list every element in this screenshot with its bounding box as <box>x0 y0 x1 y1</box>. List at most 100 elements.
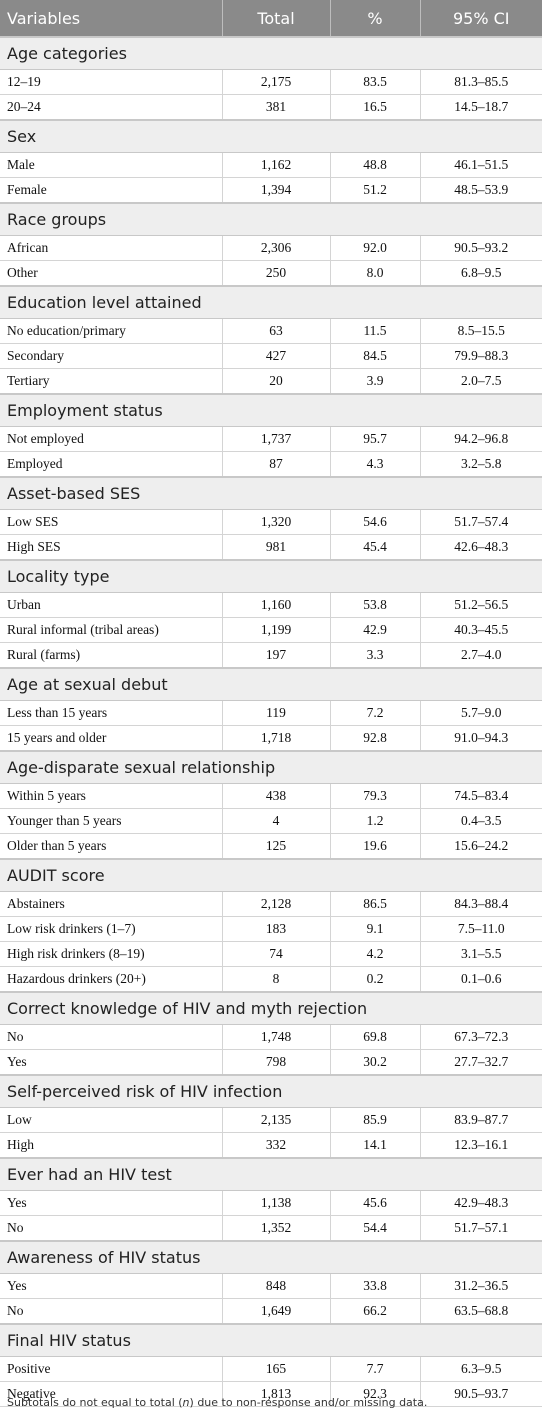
table-row: 15 years and older 1,718 92.8 91.0–94.3 <box>0 725 542 752</box>
cell-ci: 74.5–83.4 <box>420 783 542 809</box>
cell-total: 87 <box>222 451 331 478</box>
cell-variable: Low risk drinkers (1–7) <box>0 916 223 942</box>
cell-ci: 42.6–48.3 <box>420 534 542 561</box>
cell-percent: 4.3 <box>330 451 421 478</box>
cell-total: 20 <box>222 368 331 395</box>
group-title: Asset-based SES <box>0 476 542 510</box>
table-row: Less than 15 years 119 7.2 5.7–9.0 <box>0 700 542 726</box>
cell-variable: Negative <box>0 1381 223 1407</box>
table-row: Employed 87 4.3 3.2–5.8 <box>0 451 542 478</box>
table-row: 12–19 2,175 83.5 81.3–85.5 <box>0 69 542 95</box>
table-row: No education/primary 63 11.5 8.5–15.5 <box>0 318 542 344</box>
cell-ci: 31.2–36.5 <box>420 1273 542 1299</box>
cell-variable: Urban <box>0 592 223 618</box>
cell-total: 2,306 <box>222 235 331 261</box>
cell-variable: No <box>0 1024 223 1050</box>
cell-ci: 63.5–68.8 <box>420 1298 542 1325</box>
table-row: No 1,352 54.4 51.7–57.1 <box>0 1215 542 1242</box>
header-percent: % <box>330 0 421 38</box>
table-row: High risk drinkers (8–19) 74 4.2 3.1–5.5 <box>0 941 542 967</box>
cell-variable: Yes <box>0 1273 223 1299</box>
cell-percent: 3.9 <box>330 368 421 395</box>
cell-variable: Other <box>0 260 223 287</box>
cell-ci: 6.8–9.5 <box>420 260 542 287</box>
cell-total: 1,737 <box>222 426 331 452</box>
cell-ci: 91.0–94.3 <box>420 725 542 752</box>
cell-ci: 7.5–11.0 <box>420 916 542 942</box>
group-header-row: Asset-based SES <box>0 476 542 510</box>
cell-ci: 94.2–96.8 <box>420 426 542 452</box>
table-row: Hazardous drinkers (20+) 8 0.2 0.1–0.6 <box>0 966 542 993</box>
cell-variable: High risk drinkers (8–19) <box>0 941 223 967</box>
cell-total: 1,352 <box>222 1215 331 1242</box>
cell-percent: 95.7 <box>330 426 421 452</box>
cell-ci: 6.3–9.5 <box>420 1356 542 1382</box>
footnote-italic: n <box>182 1396 190 1409</box>
cell-total: 848 <box>222 1273 331 1299</box>
cell-total: 1,649 <box>222 1298 331 1325</box>
cell-percent: 48.8 <box>330 152 421 178</box>
cell-percent: 54.4 <box>330 1215 421 1242</box>
cell-percent: 92.8 <box>330 725 421 752</box>
cell-variable: Younger than 5 years <box>0 808 223 834</box>
cell-percent: 3.3 <box>330 642 421 669</box>
table-row: High SES 981 45.4 42.6–48.3 <box>0 534 542 561</box>
group-title: Awareness of HIV status <box>0 1240 542 1274</box>
cell-ci: 51.7–57.4 <box>420 509 542 535</box>
cell-variable: Positive <box>0 1356 223 1382</box>
group-title: Final HIV status <box>0 1323 542 1357</box>
cell-percent: 45.6 <box>330 1190 421 1216</box>
cell-total: 8 <box>222 966 331 993</box>
group-header-row: AUDIT score <box>0 858 542 892</box>
cell-variable: No <box>0 1215 223 1242</box>
group-title: Age categories <box>0 36 542 70</box>
header-total: Total <box>222 0 331 38</box>
cell-ci: 14.5–18.7 <box>420 94 542 121</box>
cell-percent: 7.7 <box>330 1356 421 1382</box>
cell-percent: 11.5 <box>330 318 421 344</box>
table-row: Yes 798 30.2 27.7–32.7 <box>0 1049 542 1076</box>
cell-total: 250 <box>222 260 331 287</box>
group-header-row: Employment status <box>0 393 542 427</box>
cell-variable: Not employed <box>0 426 223 452</box>
group-title: Age-disparate sexual relationship <box>0 750 542 784</box>
cell-variable: No education/primary <box>0 318 223 344</box>
cell-ci: 84.3–88.4 <box>420 891 542 917</box>
cell-ci: 46.1–51.5 <box>420 152 542 178</box>
cell-percent: 42.9 <box>330 617 421 643</box>
table-row: Male 1,162 48.8 46.1–51.5 <box>0 152 542 178</box>
cell-percent: 14.1 <box>330 1132 421 1159</box>
header-ci: 95% CI <box>420 0 542 38</box>
cell-ci: 8.5–15.5 <box>420 318 542 344</box>
group-title: Employment status <box>0 393 542 427</box>
footnote: Subtotals do not equal to total (n) due … <box>7 1396 427 1410</box>
cell-percent: 19.6 <box>330 833 421 860</box>
cell-variable: 20–24 <box>0 94 223 121</box>
cell-variable: Rural (farms) <box>0 642 223 669</box>
cell-ci: 51.7–57.1 <box>420 1215 542 1242</box>
cell-ci: 90.5–93.7 <box>420 1381 542 1407</box>
cell-variable: Yes <box>0 1190 223 1216</box>
group-title: Ever had an HIV test <box>0 1157 542 1191</box>
table-row: Positive 165 7.7 6.3–9.5 <box>0 1356 542 1382</box>
cell-total: 74 <box>222 941 331 967</box>
cell-percent: 92.0 <box>330 235 421 261</box>
cell-percent: 1.2 <box>330 808 421 834</box>
table-row: Older than 5 years 125 19.6 15.6–24.2 <box>0 833 542 860</box>
cell-variable: High <box>0 1132 223 1159</box>
table-row: Abstainers 2,128 86.5 84.3–88.4 <box>0 891 542 917</box>
cell-variable: Male <box>0 152 223 178</box>
group-title: Correct knowledge of HIV and myth reject… <box>0 991 542 1025</box>
table-row: Tertiary 20 3.9 2.0–7.5 <box>0 368 542 395</box>
cell-ci: 67.3–72.3 <box>420 1024 542 1050</box>
group-header-row: Self-perceived risk of HIV infection <box>0 1074 542 1108</box>
cell-variable: Tertiary <box>0 368 223 395</box>
cell-percent: 83.5 <box>330 69 421 95</box>
cell-percent: 79.3 <box>330 783 421 809</box>
table-row: Rural (farms) 197 3.3 2.7–4.0 <box>0 642 542 669</box>
cell-ci: 2.7–4.0 <box>420 642 542 669</box>
cell-variable: Employed <box>0 451 223 478</box>
cell-percent: 33.8 <box>330 1273 421 1299</box>
table-row: No 1,649 66.2 63.5–68.8 <box>0 1298 542 1325</box>
cell-ci: 15.6–24.2 <box>420 833 542 860</box>
